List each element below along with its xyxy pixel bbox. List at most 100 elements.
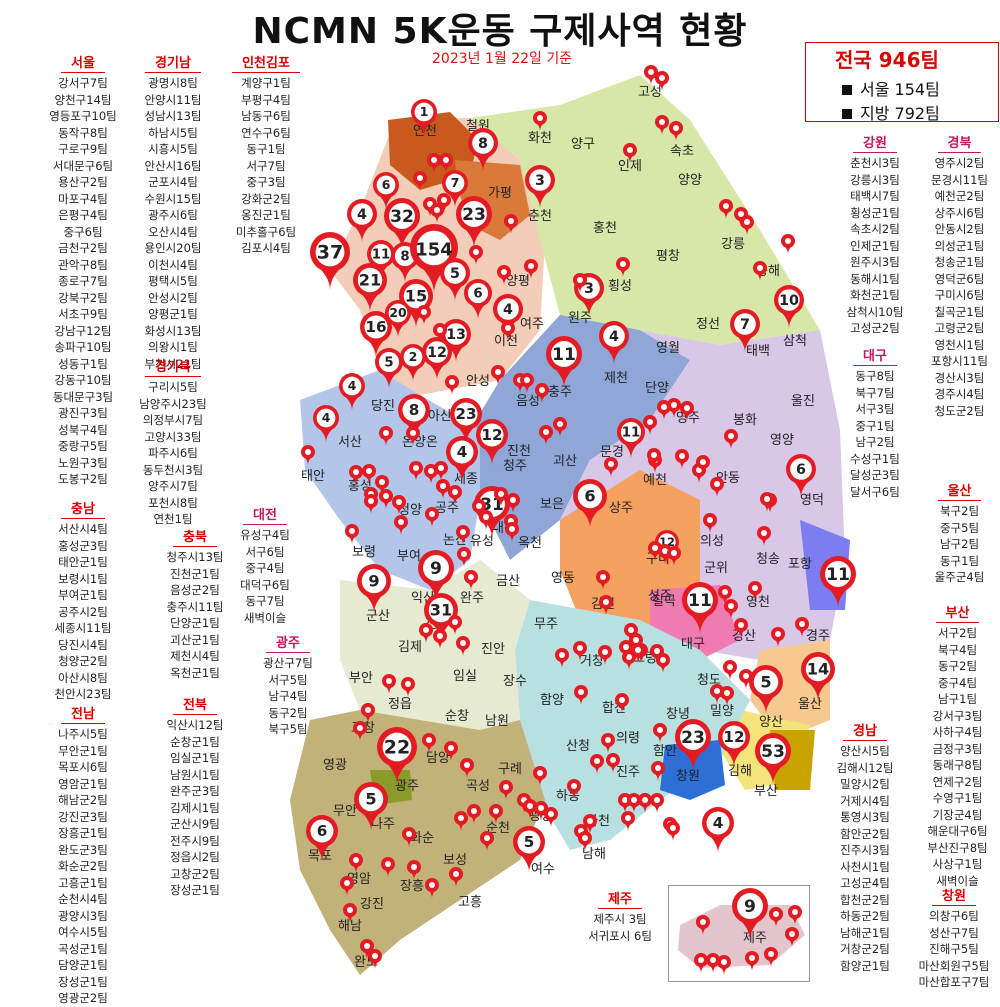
region-item: 용인시20팀 bbox=[144, 241, 202, 255]
region-item: 부산진구8팀 bbox=[927, 840, 988, 855]
small-pin-marker bbox=[573, 641, 587, 661]
pin-center bbox=[361, 568, 387, 594]
team-count-pin: 11 bbox=[820, 556, 856, 609]
place-label: 단양 bbox=[645, 381, 669, 396]
small-pin-marker bbox=[433, 323, 447, 343]
place-label: 횡성 bbox=[608, 279, 632, 294]
region-list: 전북 익산시12팀 순창군1팀 임실군1팀 남원시1팀 완주군3팀 김제시1팀 군산시9팀 전주… bbox=[150, 694, 240, 899]
region-name: 울산 bbox=[937, 480, 982, 501]
place-label: 진주 bbox=[616, 765, 640, 780]
small-pin-marker bbox=[349, 853, 363, 873]
jeju-inset-frame bbox=[668, 885, 810, 982]
region-item: 부여군1팀 bbox=[58, 588, 108, 602]
region-item: 강서구7팀 bbox=[58, 76, 108, 90]
region-item: 영광군2팀 bbox=[58, 991, 108, 1005]
small-pin-marker bbox=[753, 261, 767, 281]
region-item: 고양시33팀 bbox=[144, 429, 202, 444]
pin-label: 154 bbox=[415, 240, 453, 261]
total-seoul-line: 서울 154팀 bbox=[842, 76, 940, 100]
pin-center bbox=[680, 724, 706, 750]
small-pin-marker bbox=[717, 955, 731, 975]
place-label: 예천 bbox=[643, 473, 667, 488]
region-item: 남양주시23팀 bbox=[139, 396, 207, 411]
place-label: 원주 bbox=[568, 311, 592, 326]
team-count-pin: 23 bbox=[675, 719, 711, 772]
region-item: 동래구8팀 bbox=[932, 758, 983, 772]
place-label: 정읍 bbox=[388, 697, 412, 712]
region-name: 광주 bbox=[266, 632, 310, 653]
region-item: 남구4팀 bbox=[268, 689, 308, 703]
place-label: 경산 bbox=[732, 629, 756, 644]
region-item: 거창군2팀 bbox=[840, 942, 890, 956]
region-item: 마산회원구5팀 bbox=[918, 958, 990, 973]
pin-label: 6 bbox=[796, 462, 806, 478]
small-pin-marker bbox=[795, 617, 809, 637]
region-item: 동해시1팀 bbox=[850, 271, 900, 286]
region-item: 울주군4팀 bbox=[934, 570, 985, 584]
region-item: 강북구2팀 bbox=[58, 290, 108, 305]
place-label: 양산 bbox=[759, 715, 783, 730]
small-pin-marker bbox=[781, 234, 795, 254]
place-label: 청송 bbox=[756, 552, 780, 567]
small-pin-marker bbox=[454, 811, 468, 831]
total-regional-line: 지방 792팀 bbox=[842, 100, 940, 124]
small-pin-marker bbox=[764, 947, 778, 967]
region-item: 양천구14팀 bbox=[54, 92, 112, 107]
region-item: 노원구3팀 bbox=[58, 455, 108, 470]
small-pin-marker bbox=[469, 245, 483, 265]
pin-label: 11 bbox=[622, 425, 641, 440]
place-label: 무주 bbox=[534, 617, 558, 632]
region-list: 전남 나주시5팀 무안군1팀 목포시6팀 영암군1팀 해남군2팀 강진군3팀 장흥군1팀 완도군… bbox=[33, 703, 133, 1007]
pin-center bbox=[760, 738, 786, 764]
region-item: 대덕구6팀 bbox=[240, 577, 290, 592]
team-count-pin: 8 bbox=[468, 128, 498, 172]
place-label: 영광 bbox=[323, 758, 347, 773]
region-item: 합천군2팀 bbox=[840, 892, 890, 907]
region-item: 당진시4팀 bbox=[58, 637, 108, 652]
region-item: 청양군2팀 bbox=[58, 654, 108, 668]
small-pin-marker bbox=[631, 643, 645, 663]
region-list: 경북 영주시2팀 문경시11팀 예천군2팀 상주시6팀 안동시2팀 의성군1팀 청송군1팀 영덕… bbox=[922, 132, 997, 419]
small-pin-marker bbox=[364, 494, 378, 514]
region-item: 진해구5팀 bbox=[929, 942, 979, 956]
region-item: 마포구4팀 bbox=[58, 191, 108, 206]
region-item: 중구5팀 bbox=[939, 520, 980, 535]
place-label: 곡성 bbox=[466, 779, 490, 794]
small-pin-marker bbox=[422, 733, 436, 753]
small-pin-marker bbox=[456, 636, 470, 656]
pin-label: 3 bbox=[535, 173, 545, 189]
place-label: 봉화 bbox=[733, 413, 757, 428]
place-label: 옥천 bbox=[518, 536, 542, 551]
small-pin-marker bbox=[456, 525, 470, 545]
small-pin-marker bbox=[504, 214, 518, 234]
region-item: 해남군2팀 bbox=[58, 793, 108, 807]
region-item: 고성군4팀 bbox=[840, 876, 890, 890]
region-item: 광명시8팀 bbox=[148, 76, 198, 90]
place-label: 청도 bbox=[697, 673, 721, 688]
small-pin-marker bbox=[520, 373, 534, 393]
region-item: 서구2팀 bbox=[937, 626, 978, 640]
region-item: 양평군1팀 bbox=[148, 307, 198, 321]
place-label: 담양 bbox=[426, 751, 450, 766]
team-count-pin: 9 bbox=[732, 888, 768, 941]
region-item: 예천군2팀 bbox=[934, 189, 985, 203]
region-item: 강남구12팀 bbox=[54, 323, 112, 338]
region-item: 영주시2팀 bbox=[934, 156, 985, 170]
region-name: 강원 bbox=[853, 132, 897, 153]
place-label: 안성 bbox=[466, 374, 490, 389]
region-item: 남구2팀 bbox=[939, 537, 980, 551]
place-label: 서산 bbox=[338, 435, 362, 450]
small-pin-marker bbox=[382, 674, 396, 694]
place-label: 영동 bbox=[551, 571, 575, 586]
place-label: 남해 bbox=[582, 847, 606, 862]
place-label: 공주 bbox=[435, 501, 459, 516]
pin-center bbox=[358, 786, 384, 812]
region-item: 화천군1팀 bbox=[850, 288, 900, 302]
small-pin-marker bbox=[489, 804, 503, 824]
region-item: 서초구9팀 bbox=[58, 307, 108, 321]
region-list: 창원 의창구6팀 성산구7팀 진해구5팀 마산회원구5팀 마산합포구7팀 bbox=[908, 885, 1000, 991]
small-pin-marker bbox=[479, 510, 493, 530]
place-label: 평창 bbox=[656, 249, 680, 264]
pin-center bbox=[577, 483, 603, 509]
place-label: 영덕 bbox=[800, 493, 824, 508]
